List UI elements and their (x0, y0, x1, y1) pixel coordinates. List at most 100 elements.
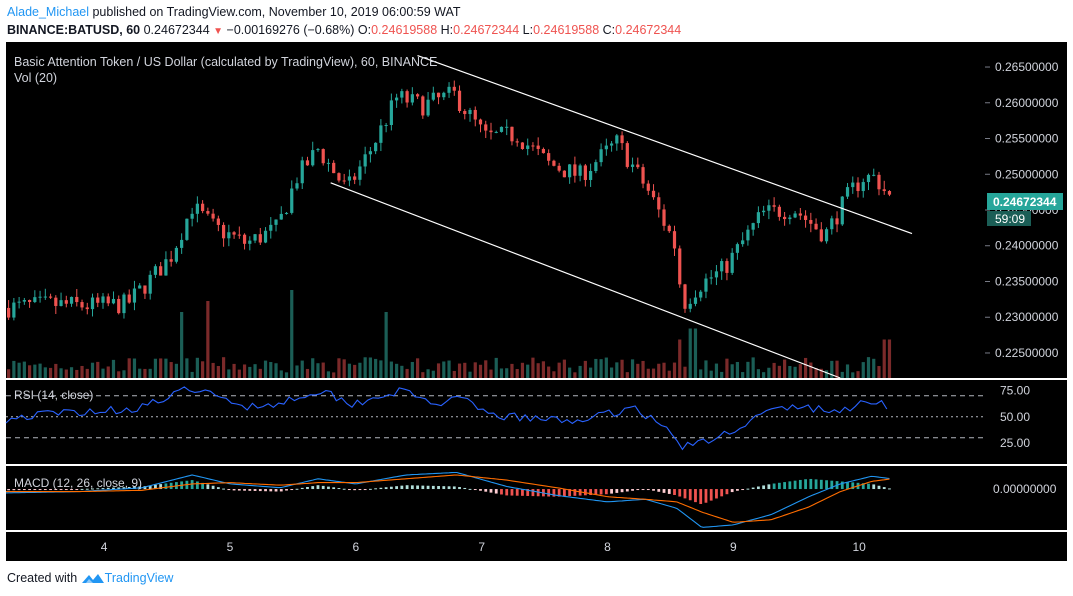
candle-body-down (48, 296, 53, 298)
macd-label: MACD (12, 26, close, 9) (14, 476, 142, 490)
macd-histogram-bar (688, 489, 692, 501)
macd-histogram-bar (583, 489, 587, 496)
candle-body-up (604, 145, 608, 150)
tradingview-logo-icon (81, 574, 104, 583)
candle-body-down (353, 176, 357, 180)
volume-bar (295, 365, 299, 378)
macd-histogram-bar (206, 484, 210, 490)
macd-histogram-bar (431, 485, 435, 490)
volume-bar (332, 372, 336, 378)
volume-bar (730, 364, 734, 378)
macd-histogram-bar (489, 489, 493, 493)
volume-bar (274, 363, 278, 378)
macd-panel[interactable] (6, 466, 985, 530)
macd-histogram-bar (253, 489, 257, 491)
macd-histogram-bar (463, 487, 467, 490)
volume-bar (242, 364, 247, 378)
volume-bar (457, 363, 462, 378)
countdown-tag (987, 211, 1031, 226)
candle-body-down (662, 209, 666, 226)
rsi-plot: 25.00 50.00 75.00 (5, 384, 1030, 451)
price-tick-label: 0.26000000 (995, 96, 1059, 110)
volume-bar (830, 360, 834, 378)
macd-histogram-bar (715, 489, 718, 499)
price-tick-label: 0.25000000 (995, 167, 1059, 181)
time-axis[interactable] (6, 532, 985, 561)
volume-bar (436, 363, 441, 378)
volume-bar (484, 360, 488, 378)
volume-bar (159, 358, 163, 378)
volume-bar (190, 371, 194, 378)
macd-histogram-bar (746, 488, 750, 490)
volume-label: Vol (20) (14, 71, 57, 85)
macd-histogram-bar (159, 484, 163, 490)
volume-bar (17, 362, 21, 378)
close-label: C: (602, 23, 616, 37)
candle-body-down (221, 224, 226, 239)
volume-bar (347, 363, 352, 378)
volume-bar (473, 362, 477, 378)
volume-bar (374, 358, 378, 378)
macd-histogram-bar (7, 489, 11, 491)
macd-histogram-bar (526, 489, 530, 496)
volume-bar (111, 359, 116, 378)
macd-histogram-bar (169, 482, 173, 490)
candle-body-down (725, 261, 729, 273)
volume-bar (80, 365, 84, 378)
volume-bar (64, 369, 68, 378)
rsi-panel[interactable] (6, 380, 985, 464)
candle-body-up (751, 223, 755, 230)
signal-line (6, 474, 890, 523)
macd-histogram-bar (704, 489, 708, 503)
macd-histogram-bar (725, 489, 729, 495)
tradingview-brand[interactable]: TradingView (104, 571, 174, 585)
candle-body-down (783, 216, 787, 220)
volume-bar (379, 360, 383, 378)
macd-histogram-bar (306, 486, 309, 490)
macd-histogram-bar (85, 488, 89, 490)
macd-histogram-bar (80, 488, 84, 490)
price-panel[interactable] (6, 42, 985, 378)
candle-body-down (258, 234, 262, 243)
volume-bar (594, 358, 598, 378)
macd-histogram-bar (49, 489, 52, 491)
rsi-scale[interactable] (985, 380, 1067, 464)
volume-bar (54, 363, 58, 378)
volume-bar (284, 372, 289, 378)
macd-histogram-bar (589, 489, 593, 496)
volume-bar (688, 328, 692, 378)
macd-histogram-bar (694, 489, 697, 503)
candle-body-up (720, 261, 724, 272)
open-label: O: (357, 23, 372, 37)
candle-body-down (169, 259, 173, 262)
candle-body-down (237, 234, 241, 236)
macd-histogram-bar (405, 485, 409, 490)
macd-histogram-bar (264, 489, 267, 492)
candle-body-up (410, 94, 414, 103)
candle-body-up (101, 296, 105, 303)
candle-body-down (667, 225, 671, 232)
macd-scale[interactable] (985, 466, 1067, 530)
volume-bar (300, 360, 304, 378)
author-link[interactable]: Alade_Michael (7, 5, 89, 19)
time-tick-label: 8 (604, 540, 611, 554)
volume-bar (662, 362, 666, 378)
volume-bar (43, 367, 47, 378)
macd-histogram-bar (437, 486, 440, 490)
volume-bar (657, 363, 661, 378)
candle-body-down (478, 119, 483, 125)
macd-histogram-bar (631, 489, 634, 491)
candle-body-up (295, 183, 299, 189)
macd-histogram-bar (604, 489, 608, 495)
candle-body-up (69, 296, 74, 304)
volume-bar (699, 369, 703, 378)
macd-histogram-bar (274, 489, 278, 492)
candle-body-down (835, 218, 839, 225)
candle-body-down (117, 298, 121, 314)
macd-histogram-bar (458, 487, 461, 490)
candle-body-up (269, 224, 273, 231)
macd-histogram-bar (442, 486, 446, 490)
macd-histogram-bar (269, 489, 273, 492)
macd-histogram-bar (164, 483, 168, 490)
